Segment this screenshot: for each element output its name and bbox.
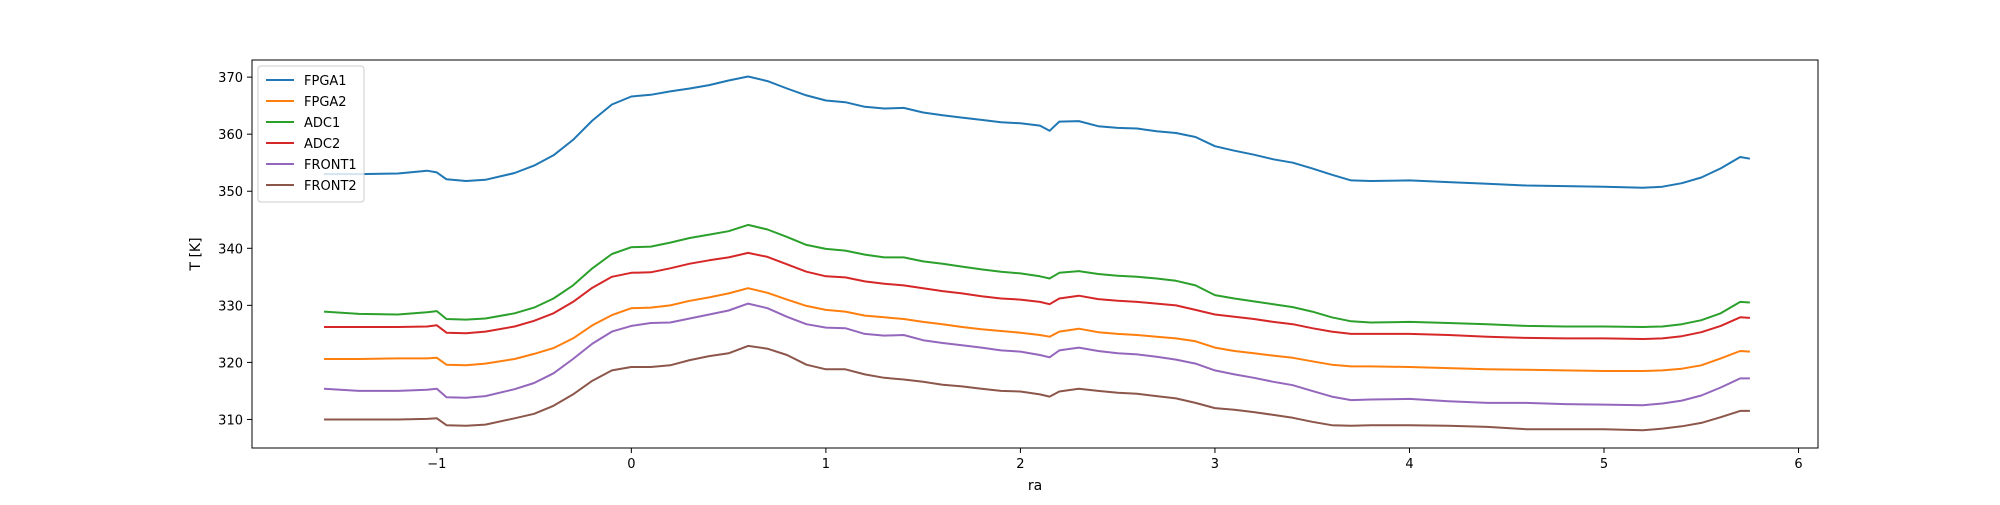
legend: FPGA1 FPGA2 ADC1 ADC2 FRONT1 FRONT2 bbox=[257, 65, 365, 203]
y-axis-label: T [K] bbox=[188, 237, 204, 271]
legend-label: ADC1 bbox=[304, 116, 340, 131]
legend-label: FRONT2 bbox=[304, 179, 357, 194]
x-axis-label: ra bbox=[1028, 478, 1042, 494]
x-axis: −1 0 1 2 3 4 5 6 bbox=[427, 448, 1803, 472]
legend-item-front2: FRONT2 bbox=[266, 179, 357, 194]
legend-item-fpga1: FPGA1 bbox=[266, 74, 347, 89]
series-line-adc1 bbox=[323, 223, 1750, 328]
series-line-fpga2 bbox=[324, 287, 1750, 372]
series-line-front2 bbox=[324, 344, 1750, 432]
y-tick-label: 350 bbox=[218, 185, 243, 200]
y-axis: 310 320 330 340 350 360 370 bbox=[218, 71, 252, 428]
legend-label: FPGA2 bbox=[304, 95, 347, 110]
plot-frame bbox=[251, 59, 1819, 449]
legend-item-front1: FRONT1 bbox=[266, 158, 357, 173]
x-tick-label: 0 bbox=[627, 457, 635, 472]
y-tick-label: 320 bbox=[218, 356, 243, 371]
x-tick-label: 4 bbox=[1405, 457, 1413, 472]
y-tick-label: 310 bbox=[218, 413, 243, 428]
legend-item-adc1: ADC1 bbox=[266, 116, 340, 131]
legend-item-fpga2: FPGA2 bbox=[266, 95, 347, 110]
legend-items: FPGA1 FPGA2 ADC1 ADC2 FRONT1 FRONT2 bbox=[266, 74, 357, 194]
series-line-fpga1 bbox=[324, 75, 1751, 189]
y-tick-label: 360 bbox=[218, 128, 243, 143]
y-tick-label: 370 bbox=[218, 71, 243, 86]
legend-label: FRONT1 bbox=[304, 158, 357, 173]
y-tick-label: 330 bbox=[218, 299, 243, 314]
legend-label: ADC2 bbox=[304, 137, 340, 152]
legend-item-adc2: ADC2 bbox=[266, 137, 340, 152]
series-line-adc2 bbox=[324, 251, 1750, 340]
x-tick-label: 5 bbox=[1600, 457, 1608, 472]
series-layer bbox=[323, 75, 1751, 432]
series-line-front1 bbox=[323, 302, 1750, 407]
y-tick-label: 340 bbox=[218, 242, 243, 257]
x-tick-label: 6 bbox=[1794, 457, 1802, 472]
x-tick-label: 1 bbox=[822, 457, 830, 472]
legend-label: FPGA1 bbox=[304, 74, 347, 89]
x-tick-label: 2 bbox=[1016, 457, 1024, 472]
x-tick-label: 3 bbox=[1211, 457, 1219, 472]
x-tick-label: −1 bbox=[427, 457, 446, 472]
